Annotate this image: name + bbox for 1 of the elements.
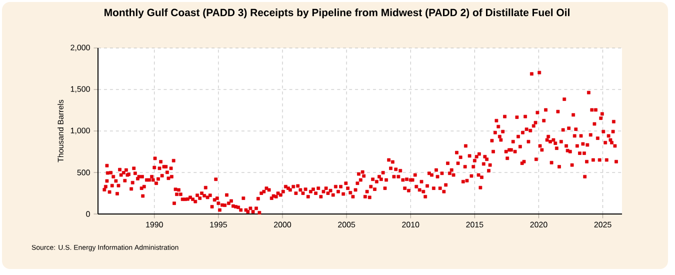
chart-title: Monthly Gulf Coast (PADD 3) Receipts by Pipeline from Midwest (PADD 2) of Distillate Fuel Oil — [104, 8, 570, 18]
